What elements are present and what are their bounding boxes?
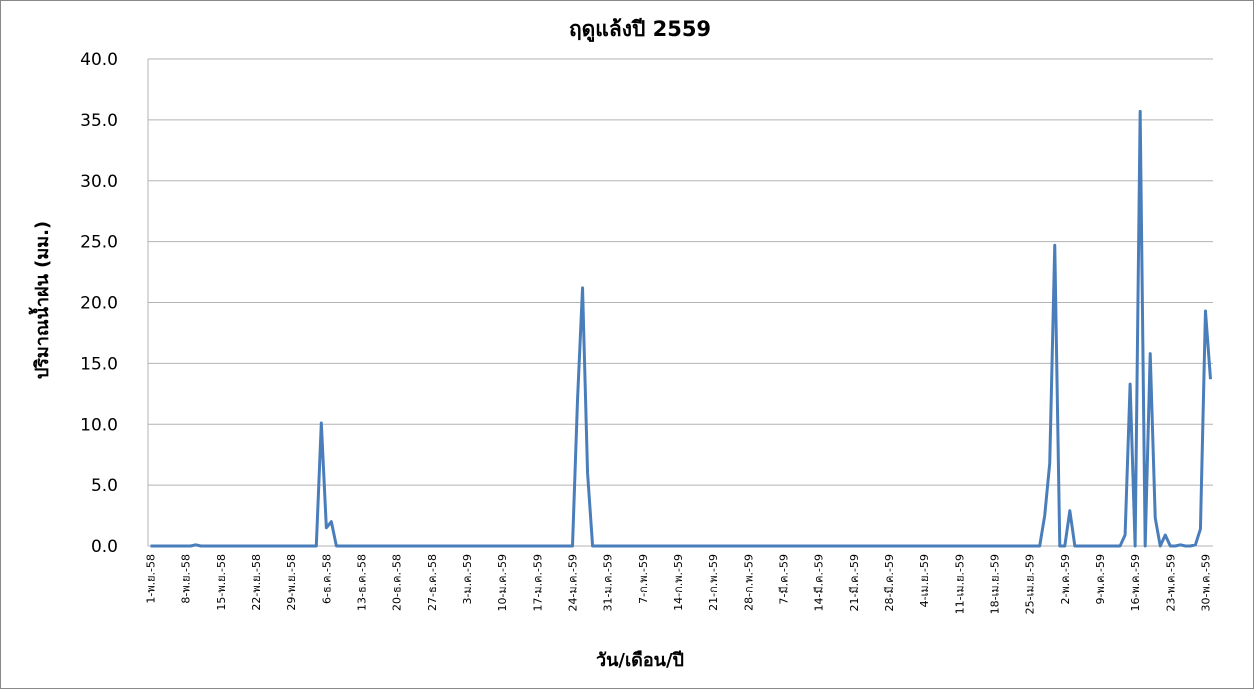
x-tick-label: 14-ก.พ.-59 [672,554,685,611]
x-tick-label: 15-พ.ย.-58 [215,554,228,611]
x-tick-label: 18-เม.ย.-59 [988,554,1001,614]
y-tick-label: 25.0 [80,233,118,253]
x-tick-label: 2-พ.ค.-59 [1059,554,1072,605]
y-tick-label: 30.0 [80,172,118,192]
y-tick-label: 10.0 [80,415,118,435]
x-tick-label: 27-ธ.ค.-58 [426,554,439,611]
x-tick-label: 6-ธ.ค.-58 [320,554,333,604]
y-tick-label: 5.0 [91,476,118,496]
x-tick-label: 24-ม.ค.-59 [566,554,579,612]
x-tick-label: 17-ม.ค.-59 [531,554,544,612]
x-tick-label: 3-ม.ค.-59 [461,554,474,605]
x-tick-label: 16-พ.ค.-59 [1129,554,1142,612]
x-tick-label: 13-ธ.ค.-58 [356,554,369,611]
x-tick-label: 30-พ.ค.-59 [1199,554,1212,612]
rain-line [150,109,1212,548]
x-tick-label: 28-มี.ค.-59 [883,554,896,612]
x-tick-label: 21-ก.พ.-59 [707,554,720,611]
x-tick-label: 14-มี.ค.-59 [813,554,826,612]
x-tick-label: 28-ก.พ.-59 [742,554,755,611]
x-tick-label: 25-เม.ย.-59 [1024,554,1037,614]
y-axis-title: ปริมาณน้ำฝน (มม.) [28,221,53,379]
x-tick-label: 1-พ.ย.-58 [145,554,158,604]
x-tick-label: 7-ก.พ.-59 [637,554,650,604]
x-tick-label: 4-เม.ย.-59 [918,554,931,607]
y-tick-label: 40.0 [80,50,118,70]
x-tick-label: 31-ม.ค.-59 [602,554,615,612]
y-tick-label: 20.0 [80,294,118,314]
x-tick-label: 23-พ.ค.-59 [1164,554,1177,612]
y-tick-label: 0.0 [91,537,118,557]
x-tick-label: 22-พ.ย.-58 [250,554,263,611]
x-tick-label: 8-พ.ย.-58 [180,554,193,604]
x-axis-title: วัน/เดือน/ปี [596,650,684,671]
x-tick-label: 29-พ.ย.-58 [285,554,298,611]
chart-title: ฤดูแล้งปี 2559 [569,17,711,43]
x-tick-label: 9-พ.ค.-59 [1094,554,1107,605]
x-tick-label: 21-มี.ค.-59 [848,554,861,612]
y-tick-label: 15.0 [80,354,118,374]
x-tick-label: 10-ม.ค.-59 [496,554,509,612]
x-tick-label: 11-เม.ย.-59 [953,554,966,614]
x-tick-label: 20-ธ.ค.-58 [391,554,404,611]
y-tick-label: 35.0 [80,111,118,131]
x-tick-label: 7-มี.ค.-59 [777,554,790,605]
